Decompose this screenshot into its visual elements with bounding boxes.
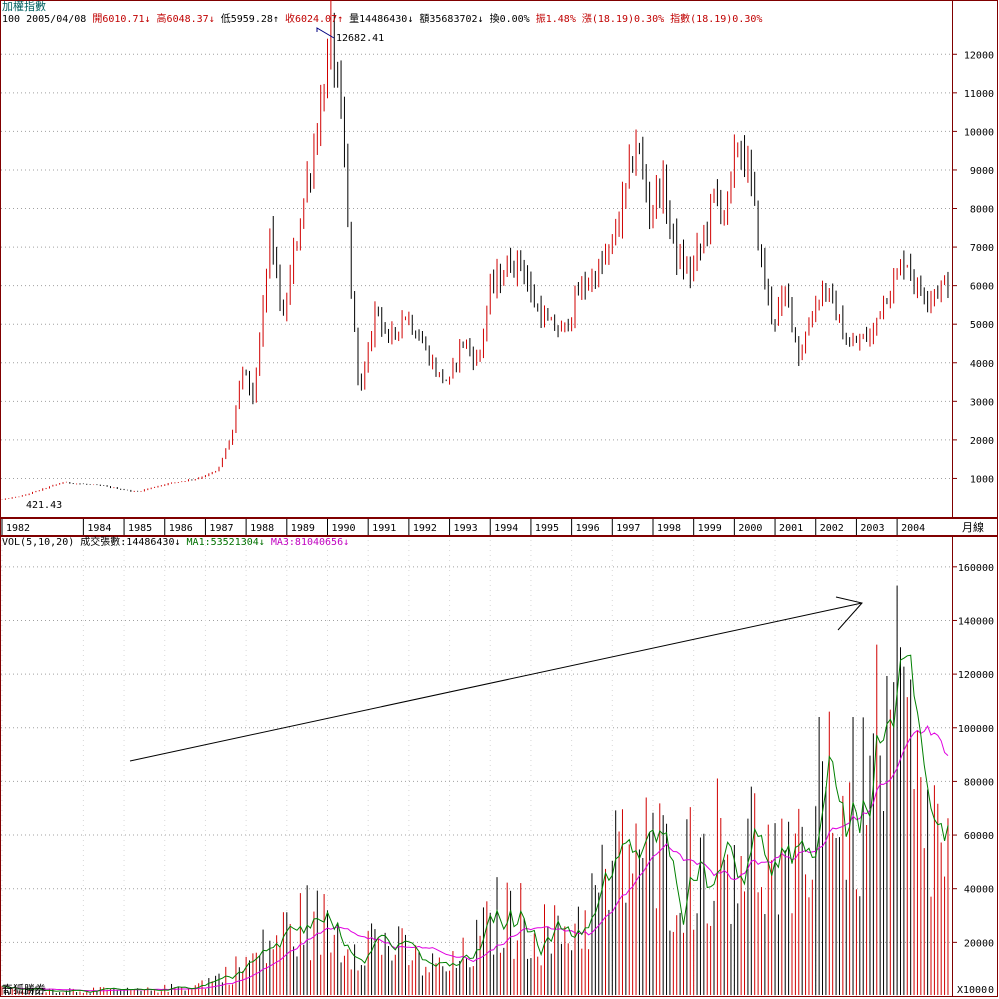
date-tick-label: 2002 — [820, 523, 844, 534]
price-tick-label: 9000 — [970, 166, 994, 177]
date-tick-label: 1991 — [372, 523, 396, 534]
header-amount: 額35683702↓ — [419, 14, 484, 25]
date-tick-label: 1999 — [698, 523, 722, 534]
ma3-line — [1, 724, 949, 992]
date-tick-label: 2004 — [901, 523, 925, 534]
volume-tick-label: 20000 — [964, 938, 994, 949]
date-tick-label: 2003 — [860, 523, 884, 534]
header-high: 高6048.37↓ — [156, 14, 215, 25]
vol-ma1: MA1:53521304↓ — [186, 537, 265, 548]
price-axis-frame — [952, 0, 998, 518]
period-label: 月線 — [962, 520, 984, 534]
price-candles — [1, 0, 949, 500]
volume-tick-label: 100000 — [958, 724, 994, 735]
header-change: 漲(18.19)0.30% — [581, 14, 665, 25]
volume-axis-frame — [952, 536, 998, 997]
date-axis: 1982 1984 1985 1986 1987 1988 1989 1990 1991 1992… — [1, 519, 925, 535]
volume-tick-label: 40000 — [964, 885, 994, 896]
date-tick-label: 1992 — [413, 523, 437, 534]
low-annotation: 421.43 — [26, 500, 62, 511]
volume-tick-label: 60000 — [964, 831, 994, 842]
date-tick-label: 1994 — [494, 523, 518, 534]
header-close: 收6024.07↑ — [284, 14, 344, 25]
date-tick-label: 1990 — [331, 523, 355, 534]
volume-header: VOL(5,10,20) 成交張數:14486430↓ MA1:53521304… — [2, 537, 349, 549]
footer-brand: 奇狐勝券 — [2, 983, 46, 996]
volume-unit-value: 0 — [988, 985, 994, 996]
price-grid — [1, 53, 952, 479]
date-tick-label: 1989 — [291, 523, 315, 534]
date-tick-label: 1988 — [250, 523, 274, 534]
date-tick-label: 1998 — [657, 523, 681, 534]
header-low: 低5959.28↑ — [220, 14, 279, 25]
price-tick-label: 10000 — [964, 127, 994, 138]
price-tick-label: 5000 — [970, 320, 994, 331]
volume-tick-label: 80000 — [964, 777, 994, 788]
window-title: 加權指數 — [2, 0, 46, 13]
vol-label: VOL(5,10,20) — [2, 537, 75, 548]
peak-annotation: 12682.41 — [336, 33, 384, 44]
date-tick-label: 1987 — [209, 523, 233, 534]
date-axis-frame — [0, 518, 998, 536]
peak-marker — [316, 27, 335, 39]
price-tick-label: 1000 — [970, 474, 994, 485]
vol-ma3: MA3:81040656↓ — [270, 537, 350, 548]
header-turnover: 換0.00% — [489, 14, 530, 25]
volume-tick-label: 160000 — [958, 563, 994, 574]
volume-bars — [1, 585, 949, 995]
volume-tick-label: 120000 — [958, 670, 994, 681]
date-tick-label: 1993 — [454, 523, 478, 534]
volume-unit-label: X1000 — [957, 985, 987, 996]
vol-value: 成交張數:14486430↓ — [80, 537, 181, 548]
date-tick-label: 2001 — [779, 523, 803, 534]
price-tick-label: 2000 — [970, 436, 994, 447]
header-index-change: 指數(18.19)0.30% — [670, 14, 763, 25]
header-volume: 量14486430↓ — [349, 14, 414, 25]
price-tick-label: 8000 — [970, 205, 994, 216]
header-period: 100 — [2, 14, 21, 25]
date-tick-label: 1995 — [535, 523, 559, 534]
price-tick-label: 4000 — [970, 359, 994, 370]
trend-arrow — [129, 596, 863, 762]
header-date: 2005/04/08 — [26, 14, 87, 25]
ma1-line — [1, 654, 949, 993]
price-tick-label: 7000 — [970, 243, 994, 254]
volume-y-axis: 20000 40000 60000 80000 100000 120000 140000 16… — [952, 563, 994, 949]
date-tick-label: 1984 — [87, 523, 111, 534]
price-header: 100 2005/04/08 開6010.71↓ 高6048.37↓ 低5959… — [2, 14, 762, 26]
header-open: 開6010.71↓ — [92, 14, 151, 25]
price-y-axis: 1000 2000 3000 4000 5000 6000 7000 8000 9000 1000… — [952, 50, 994, 485]
date-tick-label: 1985 — [128, 523, 152, 534]
date-tick-label: 1986 — [169, 523, 193, 534]
price-tick-label: 12000 — [964, 50, 994, 61]
date-tick-label: 1997 — [616, 523, 640, 534]
price-tick-label: 6000 — [970, 282, 994, 293]
price-tick-label: 3000 — [970, 397, 994, 408]
volume-tick-label: 140000 — [958, 616, 994, 627]
price-tick-label: 11000 — [964, 89, 994, 100]
date-tick-label: 1996 — [576, 523, 600, 534]
header-amplitude: 振1.48% — [535, 14, 576, 25]
date-tick-label: 2000 — [738, 523, 762, 534]
date-tick-label: 1982 — [6, 523, 30, 534]
